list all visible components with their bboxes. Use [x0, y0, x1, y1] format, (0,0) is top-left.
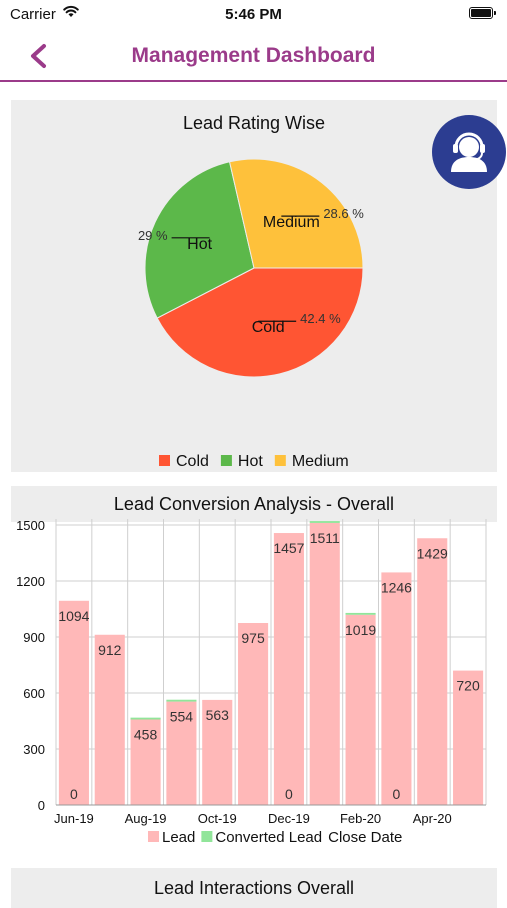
x-tick-label: Feb-20	[340, 811, 381, 826]
pie-chart-title: Lead Rating Wise	[182, 113, 326, 133]
interactions-title: Lead Interactions Overall	[153, 878, 355, 898]
y-tick-label: 900	[23, 630, 45, 645]
y-tick-label: 300	[23, 742, 45, 757]
bar-converted-aug-19[interactable]	[130, 717, 161, 720]
pie-slice-name-hot: Hot	[187, 236, 212, 253]
lead-rating-card: Lead Rating Wise Cold 42.4 % Hot 29 % Medium…	[11, 100, 497, 472]
y-tick-label: 600	[23, 686, 45, 701]
legend-label-cold: Cold	[176, 453, 209, 470]
bar-value-label: 1094	[58, 608, 89, 624]
support-agent-button[interactable]	[432, 115, 506, 189]
y-tick-label: 1200	[16, 574, 45, 589]
bar-value-label: 554	[170, 709, 194, 725]
status-bar: Carrier 5:46 PM	[0, 0, 507, 30]
x-tick-label: Dec-19	[268, 811, 310, 826]
legend-label-converted-lead: Converted Lead	[215, 829, 322, 846]
carrier-label: Carrier	[10, 6, 56, 23]
bar-lead-mar-20[interactable]	[381, 572, 412, 805]
legend-label-lead: Lead	[162, 829, 195, 846]
wifi-icon	[63, 5, 79, 17]
page-title: Management Dashboard	[131, 44, 376, 67]
x-tick-label: Jun-19	[54, 811, 94, 826]
bar-value-label: 458	[134, 727, 158, 743]
bar-lead-jun-19[interactable]	[58, 600, 89, 805]
bar-value-label: 563	[206, 707, 230, 723]
x-tick-label: Aug-19	[125, 811, 167, 826]
bar-lead-feb-20[interactable]	[345, 614, 376, 805]
legend-label-hot: Hot	[238, 453, 263, 470]
x-tick-label: Apr-20	[413, 811, 452, 826]
bar-lead-jul-19[interactable]	[94, 634, 125, 805]
legend-label-medium: Medium	[292, 453, 349, 470]
lead-conversion-card: Lead Conversion Analysis - Overall	[11, 486, 497, 522]
bar-bottom-label: 0	[70, 786, 78, 802]
bar-lead-nov-19[interactable]	[238, 623, 269, 805]
back-chevron-icon[interactable]	[24, 40, 56, 72]
pie-percent-hot: 29 %	[138, 228, 168, 243]
bar-lead-jan-20[interactable]	[309, 522, 340, 805]
bar-lead-aug-19[interactable]	[130, 719, 161, 805]
bar-lead-sep-19[interactable]	[166, 701, 197, 805]
bar-value-label: 912	[98, 642, 122, 658]
bar-value-label: 1511	[310, 530, 340, 546]
bar-lead-may-20[interactable]	[453, 670, 484, 805]
lead-interactions-card: Lead Interactions Overall	[11, 868, 497, 908]
pie-slice-name-cold: Cold	[252, 319, 285, 336]
legend-swatch-cold	[159, 455, 170, 466]
clock: 5:46 PM	[225, 6, 282, 23]
bar-bottom-label: 0	[393, 786, 401, 802]
bar-value-label: 1429	[417, 545, 448, 561]
x-tick-label: Oct-19	[198, 811, 237, 826]
bar-value-label: 720	[456, 678, 480, 694]
bar-value-label: 1457	[273, 540, 304, 556]
legend-label-close-date: Close Date	[328, 829, 402, 846]
bar-value-label: 1019	[345, 622, 376, 638]
legend-swatch-hot	[220, 455, 232, 466]
bar-bottom-label: 0	[285, 786, 293, 802]
headset-agent-icon	[451, 132, 487, 172]
bar-converted-feb-20[interactable]	[345, 612, 376, 615]
legend-swatch-lead	[148, 831, 159, 842]
pie-percent-medium: 28.6 %	[323, 206, 364, 221]
bar-value-label: 1246	[381, 579, 412, 595]
legend-swatch-medium	[274, 455, 286, 466]
y-tick-label: 1500	[16, 518, 45, 533]
pie-percent-cold: 42.4 %	[300, 311, 341, 326]
battery-icon	[469, 7, 496, 19]
pie-slice-hot[interactable]	[144, 161, 255, 319]
bar-converted-sep-19[interactable]	[166, 699, 197, 702]
bar-value-label: 975	[241, 630, 265, 646]
bar-lead-oct-19[interactable]	[202, 699, 233, 805]
bar-lead-apr-20[interactable]	[417, 538, 448, 805]
pie-slice-name-medium: Medium	[263, 214, 320, 231]
bar-converted-jan-20[interactable]	[309, 521, 340, 523]
bar-chart-title: Lead Conversion Analysis - Overall	[113, 494, 395, 514]
navigation-bar: Management Dashboard	[0, 30, 507, 82]
bar-chart: 0 300 600 900 1200 1500 1094 0 912 458 554 563 975 1…	[16, 518, 487, 846]
y-tick-label: 0	[38, 798, 45, 813]
pie-slice-medium[interactable]	[228, 158, 364, 269]
legend-swatch-converted-lead	[201, 831, 213, 842]
pie-slice-cold[interactable]	[156, 267, 364, 378]
bar-lead-dec-19[interactable]	[273, 533, 304, 805]
